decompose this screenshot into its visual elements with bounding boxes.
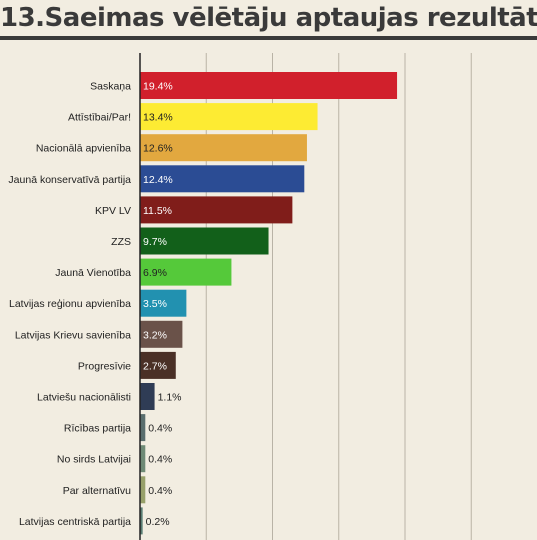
value-label: 3.5% <box>143 298 167 310</box>
bar <box>140 320 183 348</box>
value-label: 19.4% <box>143 81 173 93</box>
value-label: 0.4% <box>148 423 172 435</box>
category-label: Saskaņa <box>90 81 131 93</box>
bar <box>140 383 155 410</box>
bar <box>140 134 307 162</box>
category-label: Jaunā Vienotība <box>55 267 131 279</box>
title-divider <box>0 36 537 40</box>
value-label: 0.4% <box>148 454 172 466</box>
category-label: Par alternatīvu <box>63 485 131 497</box>
category-label: Nacionālā apvienība <box>36 143 131 155</box>
bar <box>140 72 398 99</box>
value-label: 12.6% <box>143 143 173 155</box>
bar <box>140 165 305 193</box>
category-label: Latvijas centriskā partija <box>19 516 131 528</box>
value-label: 2.7% <box>143 360 167 372</box>
bar <box>140 351 176 379</box>
value-label: 6.9% <box>143 267 167 279</box>
category-label: No sirds Latvijai <box>57 454 131 466</box>
value-label: 3.2% <box>143 329 167 341</box>
value-label: 0.4% <box>148 485 172 497</box>
category-label: ZZS <box>111 236 131 248</box>
bar <box>140 196 293 224</box>
value-label: 13.4% <box>143 112 173 124</box>
value-label: 0.2% <box>146 516 170 528</box>
value-label: 11.5% <box>143 205 172 217</box>
chart-title: 13.Saeimas vēlētāju aptaujas rezultāti <box>0 3 537 33</box>
bar <box>140 258 232 286</box>
bar <box>140 507 143 535</box>
category-label: Jaunā konservatīvā partija <box>8 174 131 186</box>
bar <box>140 414 146 442</box>
bar <box>140 476 146 504</box>
category-label: Latviešu nacionālisti <box>37 392 131 404</box>
bar <box>140 445 146 473</box>
value-label: 9.7% <box>143 236 167 248</box>
category-label: Latvijas reģionu apvienība <box>9 297 131 310</box>
category-label: Rīcības partija <box>64 423 131 435</box>
category-label: KPV LV <box>95 205 131 217</box>
value-label: 12.4% <box>143 174 173 186</box>
value-label: 1.1% <box>158 392 182 404</box>
category-label: Progresīvie <box>78 360 131 372</box>
category-label: Attīstībai/Par! <box>68 112 131 124</box>
bar <box>140 227 269 255</box>
bar <box>140 103 318 131</box>
bar <box>140 289 187 317</box>
category-label: Latvijas Krievu savienība <box>15 329 131 341</box>
